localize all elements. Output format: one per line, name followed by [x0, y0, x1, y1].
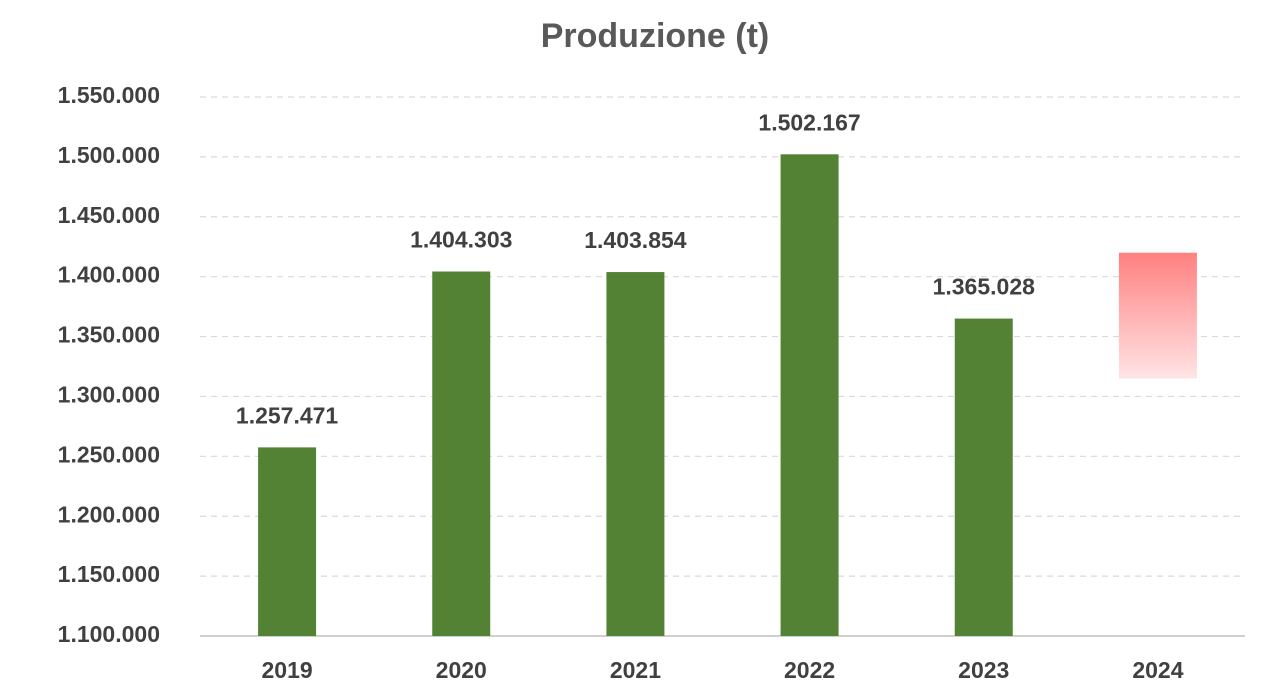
- y-tick-label: 1.200.000: [58, 501, 160, 527]
- data-label: 1.404.303: [410, 227, 512, 253]
- y-tick-label: 1.450.000: [58, 202, 160, 228]
- bar: [258, 447, 317, 636]
- y-tick-label: 1.150.000: [58, 561, 160, 587]
- bar: [954, 318, 1013, 636]
- y-tick-label: 1.250.000: [58, 441, 160, 467]
- y-tick-label: 1.400.000: [58, 262, 160, 288]
- chart-title: Produzione (t): [541, 17, 770, 55]
- y-tick-label: 1.300.000: [58, 382, 160, 408]
- x-tick-label: 2019: [261, 657, 312, 683]
- bar: [432, 271, 491, 636]
- x-tick-label: 2024: [1132, 657, 1183, 683]
- y-tick-label: 1.550.000: [58, 82, 160, 108]
- x-tick-label: 2023: [958, 657, 1009, 683]
- forecast-range: [1118, 252, 1197, 379]
- y-tick-label: 1.500.000: [58, 142, 160, 168]
- bar: [606, 272, 665, 636]
- data-label: 1.257.471: [236, 402, 339, 428]
- data-label: 1.502.167: [758, 109, 860, 135]
- x-tick-label: 2020: [436, 657, 487, 683]
- y-tick-label: 1.350.000: [58, 322, 160, 348]
- y-tick-label: 1.100.000: [58, 621, 160, 647]
- data-label: 1.403.854: [584, 227, 687, 253]
- x-tick-label: 2022: [784, 657, 835, 683]
- x-tick-label: 2021: [610, 657, 661, 683]
- bar: [780, 154, 839, 636]
- data-label: 1.365.028: [933, 274, 1036, 300]
